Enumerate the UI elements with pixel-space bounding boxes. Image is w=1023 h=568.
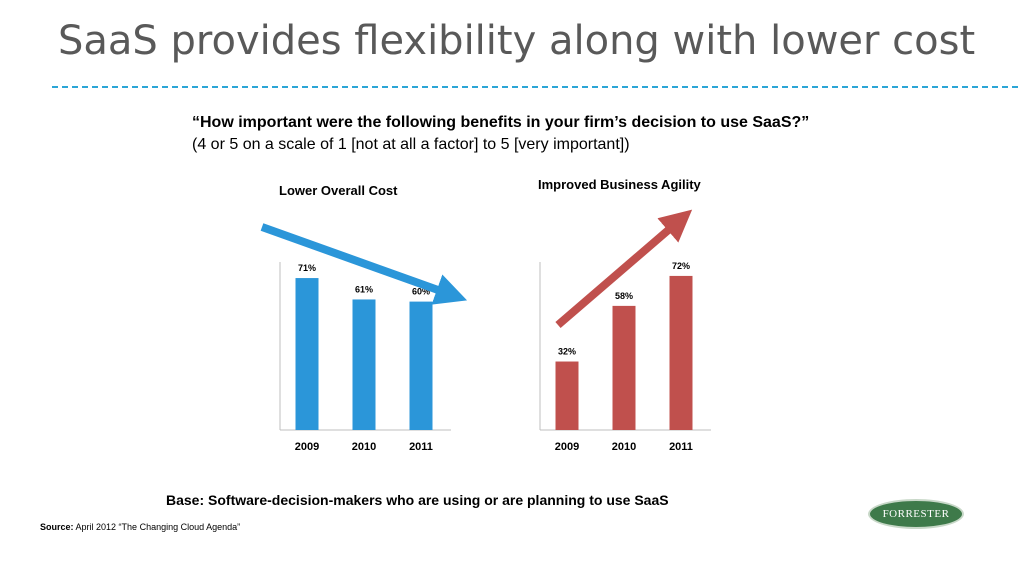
forrester-logo: FORRESTER (868, 499, 964, 529)
chart-improved-business-agility: 32% 2009 58% 2010 72% 2011 (539, 261, 711, 453)
data-label: 71% (298, 263, 316, 273)
trend-arrow-up (555, 209, 693, 329)
x-tick-label: 2011 (409, 441, 433, 453)
survey-question: “How important were the following benefi… (192, 114, 810, 131)
slide-title: SaaS provides flexibility along with low… (58, 18, 976, 64)
chart-lower-overall-cost: 71% 2009 61% 2010 60% 2011 (279, 262, 451, 453)
data-label: 72% (672, 261, 690, 271)
data-label: 58% (615, 291, 633, 301)
survey-scale-note: (4 or 5 on a scale of 1 [not at all a fa… (192, 136, 630, 153)
data-label: 32% (558, 347, 576, 357)
x-tick-label: 2010 (352, 441, 376, 453)
trend-arrow-down (260, 223, 468, 305)
base-note: Base: Software-decision-makers who are u… (166, 492, 669, 508)
source-label: Source: (40, 522, 74, 532)
bar-2010 (352, 299, 376, 430)
bar-2011 (409, 301, 433, 430)
x-tick-label: 2009 (555, 441, 579, 453)
source-note: Source: April 2012 “The Changing Cloud A… (40, 522, 240, 532)
chart-title-cost: Lower Overall Cost (279, 183, 398, 198)
x-tick-label: 2009 (295, 441, 319, 453)
source-text: April 2012 “The Changing Cloud Agenda” (75, 522, 241, 532)
x-tick-label: 2011 (669, 441, 693, 453)
bar-2009 (295, 278, 319, 430)
bar-2010 (612, 305, 636, 430)
data-label: 61% (355, 284, 373, 294)
x-tick-label: 2010 (612, 441, 636, 453)
bar-2009 (555, 361, 579, 430)
data-label: 60% (412, 287, 430, 297)
chart-title-agility: Improved Business Agility (538, 177, 701, 192)
title-divider (52, 86, 1018, 88)
bar-2011 (669, 275, 693, 430)
